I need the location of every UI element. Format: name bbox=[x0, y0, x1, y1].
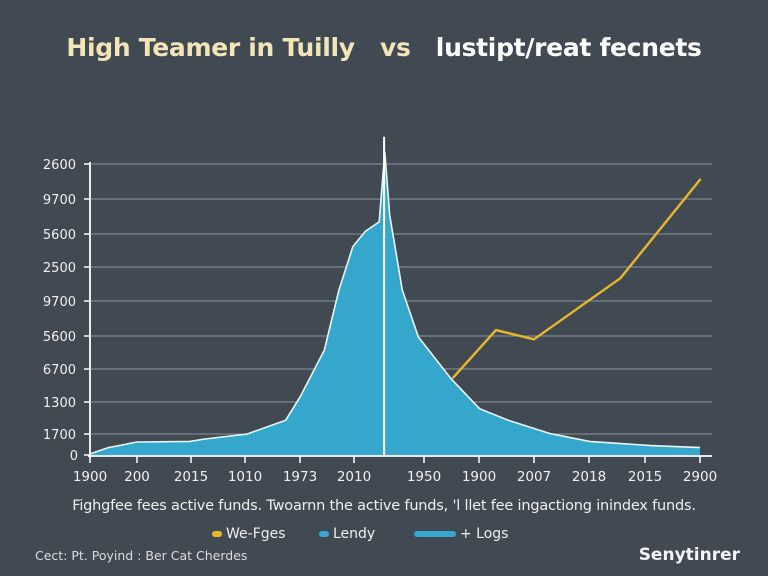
line-series-point bbox=[698, 178, 702, 181]
x-tick-label: 1010 bbox=[228, 469, 262, 485]
legend-swatch-blue bbox=[319, 531, 329, 537]
legend-swatch-yellow bbox=[212, 531, 222, 537]
x-tick-label: 2018 bbox=[572, 469, 606, 485]
x-tick-label: 1973 bbox=[283, 469, 317, 485]
legend-item-lendy: Lendy bbox=[319, 526, 375, 542]
y-tick-label: 1300 bbox=[43, 396, 76, 411]
x-tick-label: 2015 bbox=[174, 469, 208, 485]
legend-label: We-Fges bbox=[226, 526, 286, 542]
line-series bbox=[452, 178, 701, 379]
y-tick-label: 0 bbox=[70, 449, 78, 464]
x-tick-label: 1900 bbox=[462, 469, 496, 485]
x-tick-label: 1950 bbox=[407, 469, 441, 485]
chart-plot: 0 1700 1300 6700 5600 9700 2500 5600 9700 2600 190… bbox=[43, 136, 717, 485]
source-note: Cect: Pt. Poyind : Ber Cat Cherdes bbox=[35, 548, 248, 563]
y-tick-label: 5600 bbox=[43, 330, 76, 345]
y-tick-label: 9700 bbox=[43, 193, 76, 208]
legend-label: + Logs bbox=[460, 526, 509, 542]
chart-title: High Teamer in Tuilly vs lustipt/reat fe… bbox=[0, 33, 768, 62]
area-series-outline bbox=[89, 151, 701, 455]
y-tick-label: 5600 bbox=[43, 228, 76, 243]
brand-logo: Senytinrer bbox=[638, 545, 740, 565]
legend: We-Fges Lendy + Logs bbox=[0, 526, 768, 546]
title-vs: vs bbox=[380, 33, 411, 62]
y-tick-label: 6700 bbox=[43, 363, 76, 378]
x-tick-label: 2010 bbox=[337, 469, 371, 485]
y-tick-label: 1700 bbox=[43, 428, 76, 443]
legend-item-we-fges: We-Fges bbox=[212, 526, 286, 542]
line-series-point bbox=[532, 338, 536, 341]
line-series-point bbox=[494, 328, 498, 332]
line-series-point bbox=[619, 277, 622, 280]
x-tick-label: 2015 bbox=[628, 469, 662, 485]
x-tick-label: 2007 bbox=[517, 469, 551, 485]
legend-label: Lendy bbox=[333, 526, 376, 542]
title-left: High Teamer in Tuilly bbox=[66, 33, 355, 62]
x-tick-label: 1900 bbox=[73, 469, 107, 485]
y-tick-label: 2500 bbox=[43, 261, 76, 276]
legend-item-logs: + Logs bbox=[414, 526, 508, 542]
y-tick-label: 2600 bbox=[43, 158, 76, 173]
y-tick-label: 9700 bbox=[43, 295, 76, 310]
x-tick-label: 2900 bbox=[683, 469, 717, 485]
line-series-point bbox=[451, 376, 455, 379]
title-right: lustipt/reat fecnets bbox=[435, 33, 702, 62]
area-series-fill bbox=[90, 151, 700, 456]
legend-swatch-line bbox=[414, 531, 456, 537]
chart-caption: Fighgfee fees active funds. Twoarnn the … bbox=[72, 498, 696, 514]
x-tick-label: 200 bbox=[124, 469, 150, 485]
